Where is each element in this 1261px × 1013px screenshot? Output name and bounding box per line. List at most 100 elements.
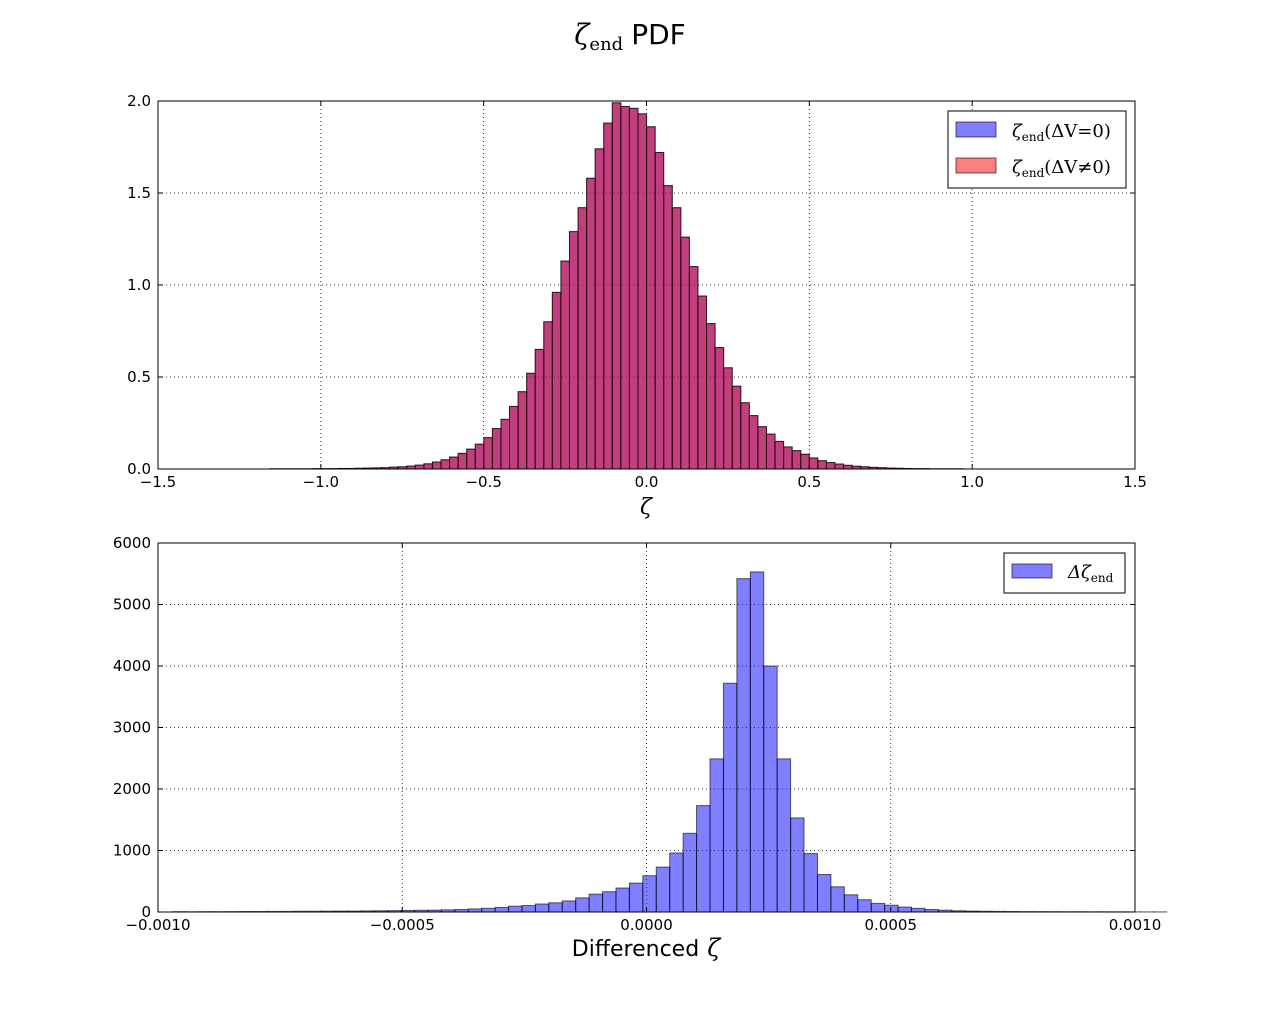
top-histogram-bars	[269, 102, 964, 470]
bottom-x-tick-label: −0.0010	[125, 916, 190, 934]
bottom-x-tick-label: −0.0005	[370, 916, 435, 934]
bottom-y-tick-label: 2000	[113, 780, 151, 798]
bottom-bar-series-0	[521, 905, 536, 913]
top-legend-label-0: ζend(ΔV=0)	[1012, 121, 1111, 144]
bottom-histogram-bars	[172, 571, 1168, 913]
top-legend-label-1: ζend(ΔV≠0)	[1012, 157, 1111, 180]
top-legend-swatch-0	[955, 121, 997, 138]
top-bar-series-1	[603, 122, 613, 470]
top-bar-series-1	[440, 459, 451, 470]
bottom-bar-series-0	[507, 905, 523, 913]
top-bar-series-1	[800, 453, 810, 470]
top-x-tick-label: −1.0	[303, 473, 339, 491]
top-bar-series-1	[577, 207, 588, 470]
top-bar-series-1	[834, 463, 845, 470]
bottom-bar-series-0	[481, 907, 496, 913]
bottom-bar-series-0	[722, 682, 738, 913]
top-y-tick-label: 1.0	[127, 276, 151, 294]
bottom-bar-series-0	[548, 902, 563, 913]
top-bar-series-1	[534, 348, 545, 470]
top-x-tick-label: −1.5	[140, 473, 176, 491]
top-bar-series-1	[637, 113, 648, 470]
top-y-tick-label: 0.0	[127, 460, 151, 478]
top-bar-series-1	[680, 236, 690, 470]
bottom-legend-label-0: Δζend	[1067, 562, 1114, 585]
bottom-bar-series-0	[857, 899, 872, 913]
bottom-bar-series-0	[696, 805, 711, 913]
top-bar-series-1	[757, 426, 767, 470]
bottom-bar-series-0	[534, 903, 550, 913]
top-bar-series-1	[783, 446, 793, 470]
bottom-bar-series-0	[682, 832, 698, 913]
bottom-bar-series-0	[588, 893, 604, 913]
top-bar-series-1	[457, 452, 468, 470]
bottom-histogram-panel: −0.0010 −0.0005 0.0000 0.0005 0.0010 0 1000 200…	[113, 534, 1168, 962]
top-x-tick-label: 0.5	[797, 473, 821, 491]
top-bar-series-1	[423, 463, 433, 470]
top-y-tick-label: 1.5	[127, 184, 151, 202]
top-bar-series-1	[594, 148, 605, 470]
top-x-tick-label: 0.0	[635, 473, 659, 491]
figure-title-subscript: end	[589, 34, 623, 55]
bottom-bar-series-0	[884, 904, 899, 913]
top-x-tick-label: 1.0	[960, 473, 984, 491]
bottom-bar-series-0	[843, 894, 859, 913]
top-x-tick-label: 1.5	[1123, 473, 1147, 491]
bottom-y-tick-label: 3000	[113, 719, 151, 737]
bottom-x-tick-label: 0.0005	[865, 916, 918, 934]
bottom-bar-series-0	[790, 817, 805, 913]
bottom-bar-series-0	[776, 758, 792, 913]
top-bar-series-1	[611, 102, 622, 470]
top-bar-series-1	[586, 177, 596, 470]
top-x-axis-label: ζ	[640, 495, 654, 520]
bottom-bar-series-0	[615, 887, 630, 913]
bottom-legend: Δζend	[1003, 552, 1126, 594]
top-bar-series-1	[526, 372, 536, 470]
top-bar-series-1	[620, 106, 630, 470]
top-bar-series-1	[714, 347, 725, 470]
top-bar-series-1	[474, 443, 485, 470]
top-bar-series-1	[817, 460, 827, 470]
top-bar-series-1	[551, 291, 562, 470]
top-bar-series-1	[723, 367, 733, 470]
top-bar-series-1	[628, 107, 639, 470]
top-bar-series-1	[517, 391, 528, 470]
top-axis-ticks: −1.5 −1.0 −0.5 0.0 0.5 1.0 1.5 0.0 0.5 1.0 1.5 2.0	[127, 92, 1147, 491]
top-y-tick-label: 2.0	[127, 92, 151, 110]
bottom-bar-series-0	[669, 852, 684, 913]
bottom-y-tick-label: 1000	[113, 842, 151, 860]
bottom-y-tick-label: 6000	[113, 534, 151, 552]
bottom-x-tick-label: 0.0010	[1109, 916, 1162, 934]
top-bar-series-1	[843, 464, 853, 470]
bottom-bar-series-0	[736, 578, 751, 913]
top-bar-series-1	[654, 152, 665, 470]
bottom-y-tick-label: 5000	[113, 596, 151, 614]
bottom-bar-series-0	[870, 902, 886, 913]
figure-title-text: PDF	[631, 18, 686, 51]
bottom-bar-series-0	[575, 897, 590, 913]
top-bar-series-1	[808, 457, 819, 470]
top-bar-series-1	[663, 185, 673, 470]
bottom-bar-series-0	[803, 853, 818, 913]
top-bar-series-1	[509, 405, 519, 470]
top-bar-series-1	[449, 456, 459, 470]
top-bar-series-1	[731, 385, 742, 470]
top-bar-series-1	[671, 207, 682, 470]
bottom-bar-series-0	[911, 907, 926, 913]
figure-title: ζend PDF	[574, 18, 686, 55]
bottom-bar-series-0	[709, 758, 724, 913]
top-bar-series-1	[543, 321, 553, 470]
bottom-y-tick-label: 0	[141, 903, 151, 921]
top-bar-series-1	[483, 437, 493, 470]
top-bar-series-1	[706, 323, 716, 470]
top-bar-series-1	[560, 260, 570, 470]
top-bar-series-1	[568, 231, 579, 470]
top-legend-swatch-1	[955, 157, 997, 174]
bottom-axis-ticks: −0.0010 −0.0005 0.0000 0.0005 0.0010 0 1000 200…	[113, 534, 1161, 934]
top-bar-series-1	[466, 448, 476, 470]
bottom-bar-series-0	[897, 906, 913, 913]
bottom-bar-series-0	[830, 886, 845, 913]
bottom-y-tick-label: 4000	[113, 657, 151, 675]
top-bar-series-1	[825, 462, 836, 470]
